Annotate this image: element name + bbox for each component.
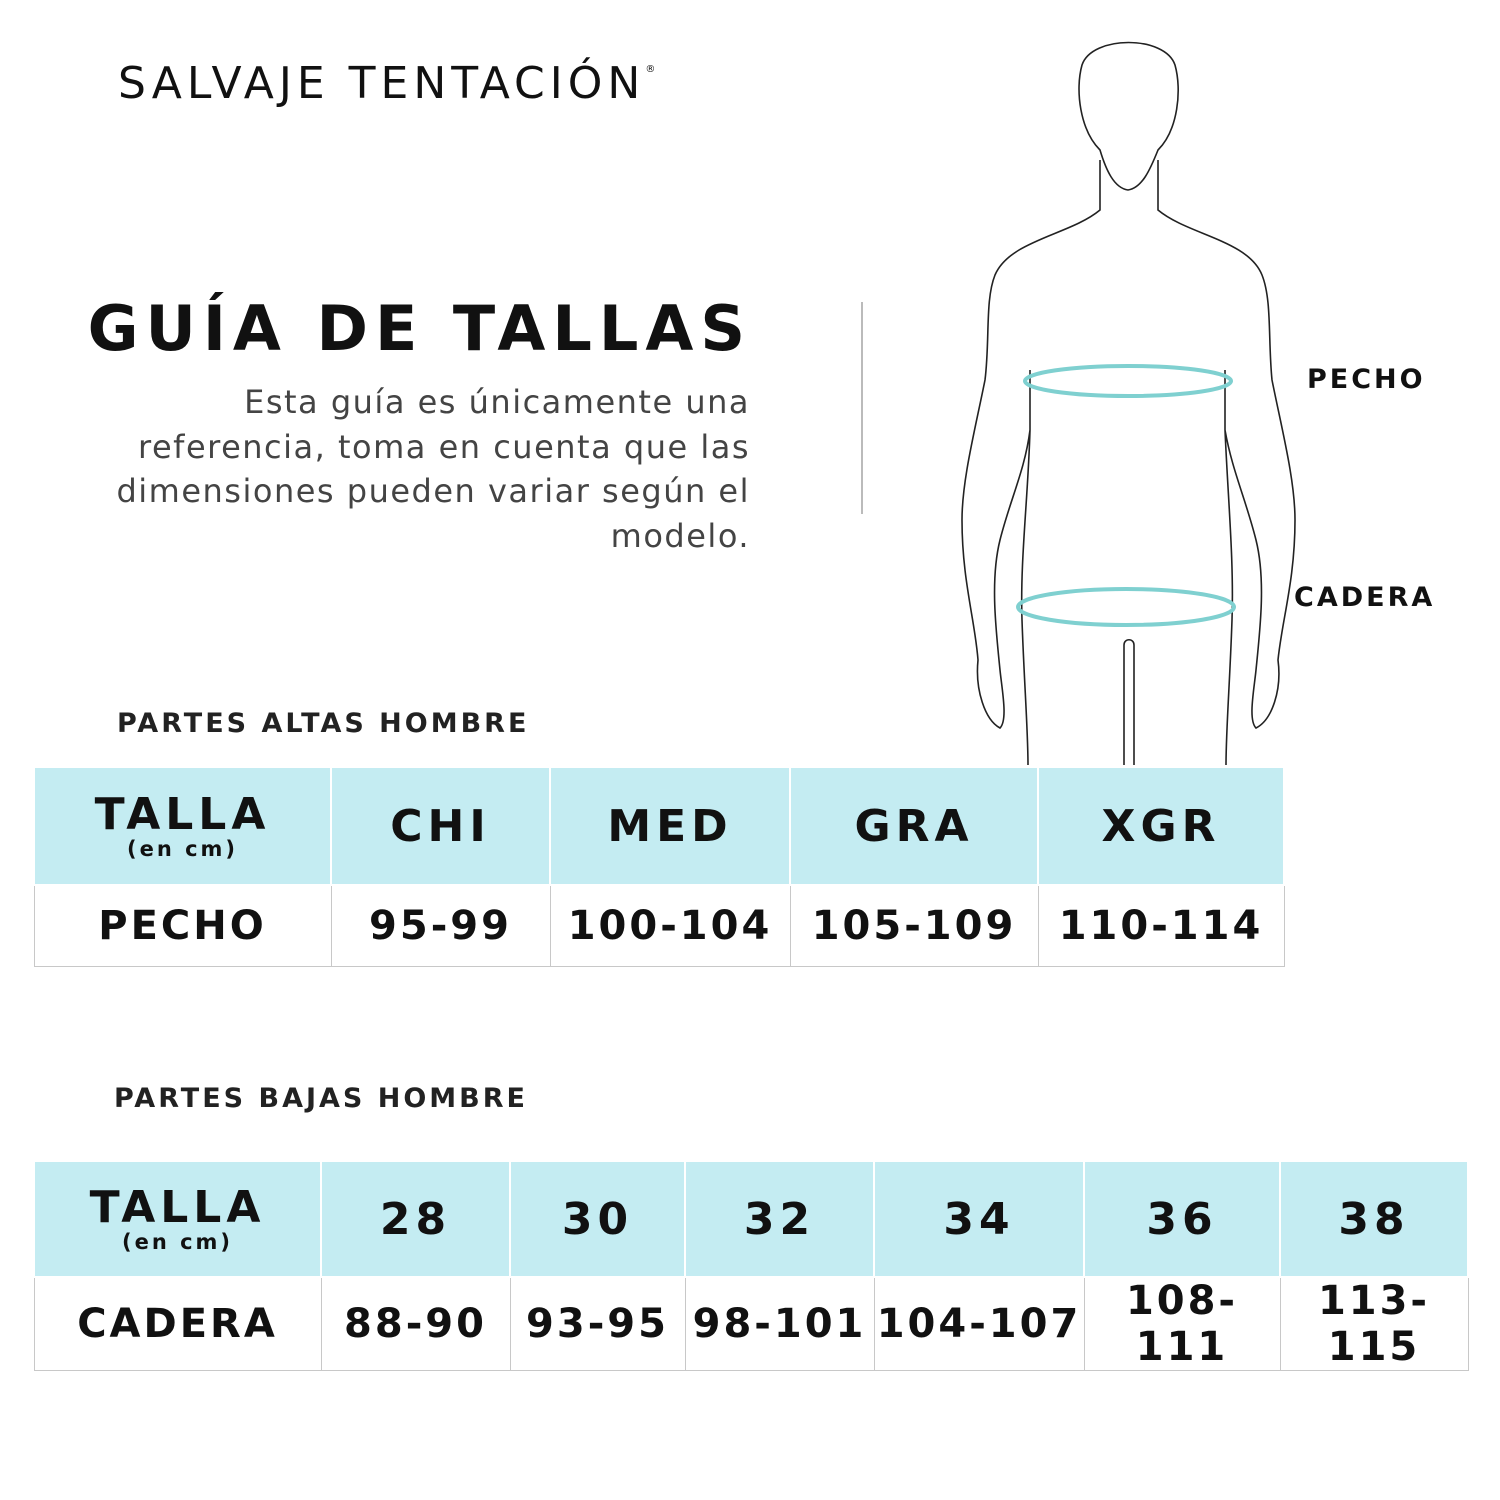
value-cell: 98-101 [684, 1276, 875, 1371]
page-title: GUÍA DE TALLAS [87, 292, 752, 365]
size-cell: 36 [1083, 1160, 1281, 1278]
body-silhouette-figure [961, 41, 1296, 766]
value-cell: 104-107 [873, 1276, 1085, 1371]
size-cell: XGR [1037, 766, 1285, 886]
header-cell: TALLA (en cm) [33, 1160, 322, 1278]
row-label: CADERA [33, 1276, 322, 1371]
chest-ring [1023, 364, 1233, 398]
hip-label: CADERA [1294, 582, 1436, 613]
value-cell: 108-111 [1083, 1276, 1281, 1371]
table-header-row: TALLA (en cm) CHI MED GRA XGR [33, 766, 1285, 886]
body-outline-left [961, 160, 1101, 766]
value-cell: 113-115 [1279, 1276, 1469, 1371]
size-cell: 28 [320, 1160, 511, 1278]
table-row: CADERA 88-90 93-95 98-101 104-107 108-11… [33, 1276, 1469, 1371]
value-cell: 88-90 [320, 1276, 511, 1371]
size-cell: CHI [330, 766, 551, 886]
registered-mark: ® [645, 64, 656, 75]
header-cell: TALLA (en cm) [33, 766, 332, 886]
size-cell: 32 [684, 1160, 875, 1278]
value-cell: 93-95 [509, 1276, 686, 1371]
size-cell: 38 [1279, 1160, 1469, 1278]
brand-name: SALVAJE TENTACIÓN [118, 58, 646, 109]
table-row: PECHO 95-99 100-104 105-109 110-114 [33, 884, 1285, 967]
value-cell: 100-104 [549, 884, 791, 967]
brand-logo: SALVAJE TENTACIÓN® [118, 58, 655, 109]
body-outline-right [1157, 160, 1296, 766]
tops-section-title: PARTES ALTAS HOMBRE [117, 708, 530, 739]
head-outline [1078, 41, 1179, 191]
unit-label: (en cm) [126, 837, 239, 861]
tops-size-table: TALLA (en cm) CHI MED GRA XGR PECHO 95-99… [33, 766, 1285, 967]
bottoms-section-title: PARTES BAJAS HOMBRE [114, 1083, 528, 1114]
description: Esta guía es únicamente una referencia, … [116, 383, 750, 555]
divider [861, 302, 863, 514]
size-cell: 30 [509, 1160, 686, 1278]
bottoms-size-table: TALLA (en cm) 28 30 32 34 36 38 CADERA 88… [33, 1160, 1469, 1371]
legs-outline [1123, 638, 1135, 765]
size-cell: GRA [789, 766, 1039, 886]
row-label: PECHO [33, 884, 332, 967]
size-cell: MED [549, 766, 791, 886]
talla-label: TALLA [89, 1182, 266, 1233]
value-cell: 95-99 [330, 884, 551, 967]
table-header-row: TALLA (en cm) 28 30 32 34 36 38 [33, 1160, 1469, 1278]
size-cell: 34 [873, 1160, 1085, 1278]
value-cell: 110-114 [1037, 884, 1285, 967]
value-cell: 105-109 [789, 884, 1039, 967]
talla-label: TALLA [94, 789, 271, 840]
unit-label: (en cm) [121, 1230, 234, 1254]
hip-ring [1016, 587, 1236, 627]
chest-label: PECHO [1307, 364, 1426, 395]
